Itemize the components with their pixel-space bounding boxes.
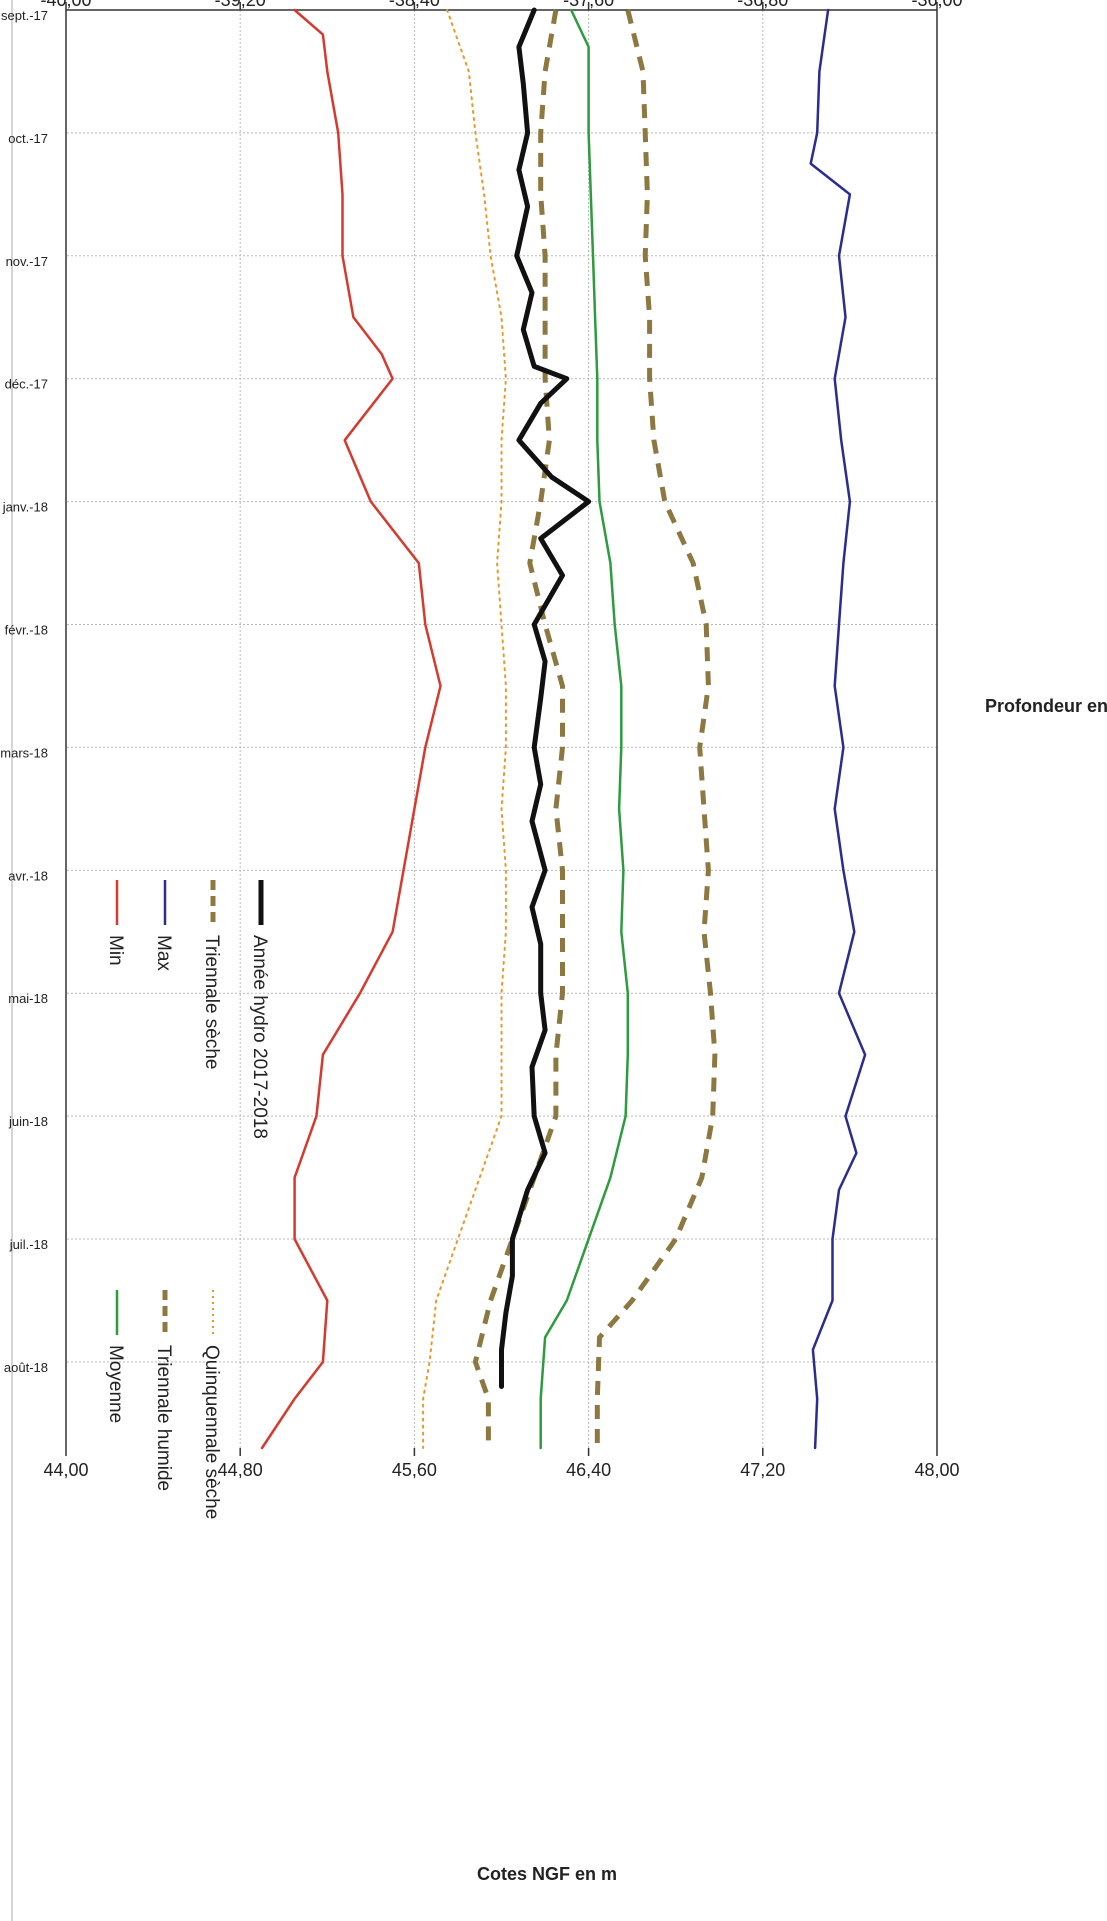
series-line-triennale-s-che bbox=[472, 9, 565, 1448]
right-axis-title: Cotes NGF en m bbox=[477, 1864, 617, 1884]
month-tick-label: juil.-18 bbox=[9, 1237, 48, 1252]
legend-label: Moyenne bbox=[105, 1345, 126, 1423]
right-tick-label: 46,40 bbox=[566, 1460, 611, 1480]
month-tick-label: avr.-18 bbox=[8, 868, 48, 883]
left-tick-label: -40,00 bbox=[40, 0, 91, 10]
legend-label: Triennale humide bbox=[153, 1345, 174, 1491]
tick-labels: -36,00 -36,80 -37,60 -38,40 -39,20 -40,00 48,0… bbox=[0, 0, 962, 1480]
series-line-max bbox=[809, 8, 867, 1450]
gridlines bbox=[66, 10, 937, 1448]
axis-titles: Profondeur en m Cotes NGF en m bbox=[477, 696, 1107, 1884]
month-tick-label: janv.-18 bbox=[2, 500, 48, 515]
legend-label: Année hydro 2017-2018 bbox=[249, 935, 270, 1139]
legend-label: Triennale sèche bbox=[201, 935, 222, 1069]
month-tick-label: déc.-17 bbox=[5, 377, 48, 392]
month-tick-label: oct.-17 bbox=[8, 131, 48, 146]
series-line-triennale-humide bbox=[594, 9, 718, 1448]
series-lines bbox=[260, 7, 867, 1450]
month-tick-label: juin-18 bbox=[8, 1114, 48, 1129]
series-line-min bbox=[260, 8, 442, 1450]
legend-label: Quinquennale sèche bbox=[201, 1345, 222, 1519]
legend: Min Max Triennale sèche Année hydro 2017-20… bbox=[105, 880, 270, 1519]
right-tick-label: 44,80 bbox=[218, 1460, 263, 1480]
axes bbox=[11, 0, 938, 1921]
left-tick-label: -38,40 bbox=[389, 0, 440, 10]
month-tick-label: sept.-17 bbox=[1, 8, 48, 23]
series-line-moyenne bbox=[539, 8, 630, 1450]
month-tick-label: mars-18 bbox=[0, 745, 48, 760]
legend-label: Max bbox=[153, 935, 174, 971]
series-line-quinquennale-s-che bbox=[422, 9, 507, 1449]
series-line-ann-e-hydro-2017-2018 bbox=[499, 7, 592, 1389]
month-tick-label: nov.-17 bbox=[6, 254, 48, 269]
legend-label: Min bbox=[105, 935, 126, 966]
month-tick-label: août-18 bbox=[4, 1360, 48, 1375]
right-tick-label: 47,20 bbox=[740, 1460, 785, 1480]
left-axis-title: Profondeur en m bbox=[985, 696, 1107, 716]
left-tick-label: -36,80 bbox=[737, 0, 788, 10]
month-tick-label: févr.-18 bbox=[5, 623, 48, 638]
right-tick-label: 45,60 bbox=[392, 1460, 437, 1480]
right-tick-label: 48,00 bbox=[914, 1460, 959, 1480]
left-tick-label: -36,00 bbox=[911, 0, 962, 10]
left-tick-label: -37,60 bbox=[563, 0, 614, 10]
left-tick-label: -39,20 bbox=[215, 0, 266, 10]
month-tick-label: mai-18 bbox=[8, 991, 48, 1006]
right-tick-label: 44,00 bbox=[43, 1460, 88, 1480]
